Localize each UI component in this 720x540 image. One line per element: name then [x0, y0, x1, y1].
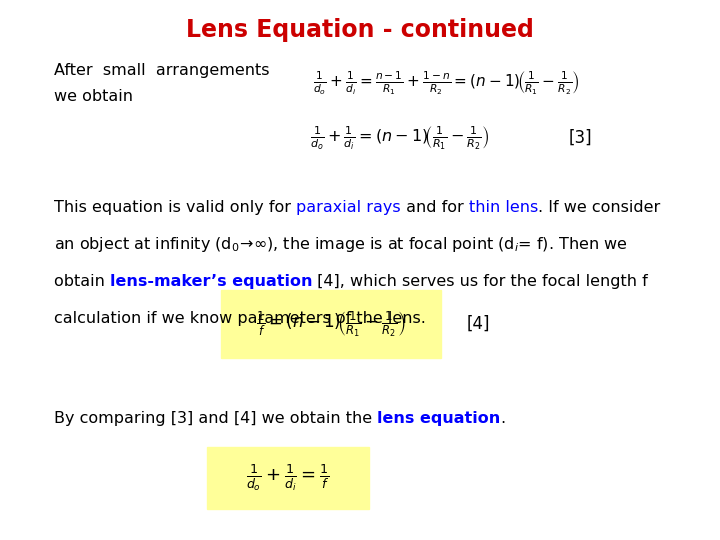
Text: $\frac{1}{d_o}+\frac{1}{d_i}=\frac{1}{f}$: $\frac{1}{d_o}+\frac{1}{d_i}=\frac{1}{f}… — [246, 463, 330, 493]
Text: obtain: obtain — [54, 274, 110, 289]
Text: After  small  arrangements
we obtain: After small arrangements we obtain — [54, 63, 269, 104]
Text: $\frac{1}{f}=(n-1)\!\left(\frac{1}{R_1}-\frac{1}{R_2}\right)$: $\frac{1}{f}=(n-1)\!\left(\frac{1}{R_1}-… — [256, 309, 406, 339]
Text: By comparing [3] and [4] we obtain the: By comparing [3] and [4] we obtain the — [54, 411, 377, 426]
Text: Lens Equation - continued: Lens Equation - continued — [186, 18, 534, 42]
Text: .: . — [500, 411, 505, 426]
Text: thin lens: thin lens — [469, 200, 538, 215]
Text: [4], which serves us for the focal length f: [4], which serves us for the focal lengt… — [312, 274, 648, 289]
Text: an object at infinity (d$_0\!\rightarrow\!\infty$), the image is at focal point : an object at infinity (d$_0\!\rightarrow… — [54, 235, 627, 254]
Text: paraxial rays: paraxial rays — [296, 200, 401, 215]
Text: lens equation: lens equation — [377, 411, 500, 426]
Text: lens-maker’s equation: lens-maker’s equation — [110, 274, 312, 289]
FancyBboxPatch shape — [207, 447, 369, 509]
Text: $\frac{1}{d_o}+\frac{1}{d_i}=(n-1)\!\left(\frac{1}{R_1}-\frac{1}{R_2}\right)$: $\frac{1}{d_o}+\frac{1}{d_i}=(n-1)\!\lef… — [310, 124, 490, 152]
Text: [4]: [4] — [467, 315, 490, 333]
Text: . If we consider: . If we consider — [538, 200, 660, 215]
Text: and for: and for — [401, 200, 469, 215]
Text: This equation is valid only for: This equation is valid only for — [54, 200, 296, 215]
Text: $\frac{1}{d_o}+\frac{1}{d_i}=\frac{n-1}{R_1}+\frac{1-n}{R_2}=(n-1)\!\left(\frac{: $\frac{1}{d_o}+\frac{1}{d_i}=\frac{n-1}{… — [313, 70, 580, 97]
Text: [3]: [3] — [569, 129, 593, 147]
Text: calculation if we know parameters of the lens.: calculation if we know parameters of the… — [54, 310, 426, 326]
FancyBboxPatch shape — [222, 291, 441, 357]
